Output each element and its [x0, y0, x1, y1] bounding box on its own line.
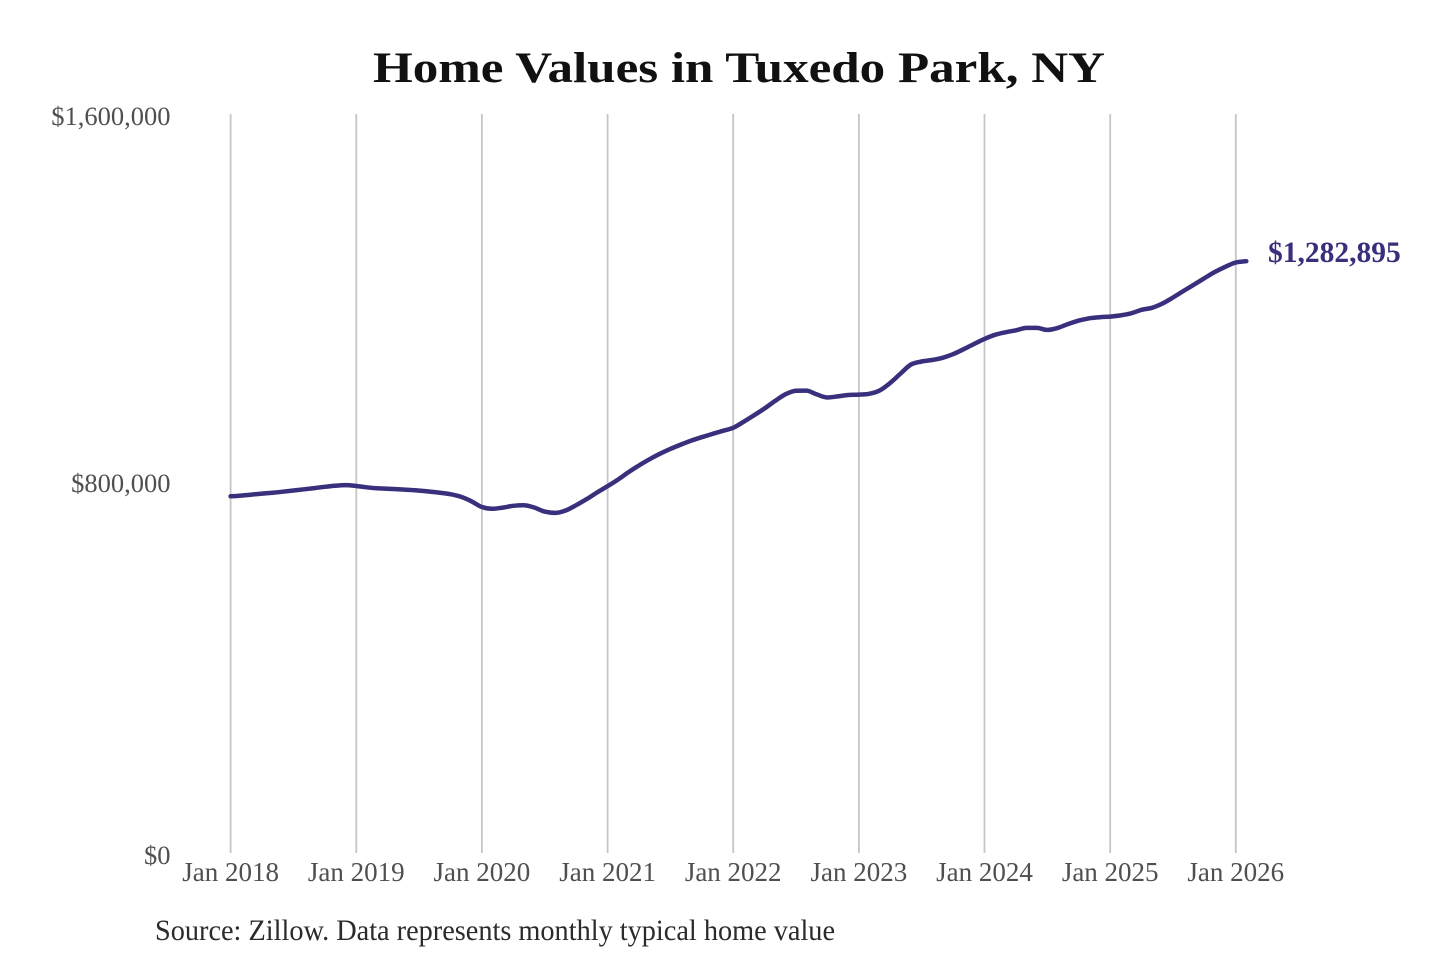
svg-text:$0: $0 — [144, 840, 171, 870]
svg-text:Jan 2022: Jan 2022 — [685, 857, 782, 887]
svg-text:Home Values in Tuxedo Park, NY: Home Values in Tuxedo Park, NY — [373, 45, 1105, 92]
svg-text:Source: Zillow. Data represent: Source: Zillow. Data represents monthly … — [155, 915, 835, 947]
svg-text:Jan 2020: Jan 2020 — [434, 857, 531, 887]
svg-text:Jan 2021: Jan 2021 — [559, 857, 656, 887]
svg-text:Jan 2019: Jan 2019 — [308, 857, 405, 887]
svg-text:$800,000: $800,000 — [71, 468, 170, 498]
svg-text:$1,282,895: $1,282,895 — [1268, 237, 1401, 269]
svg-text:Jan 2025: Jan 2025 — [1062, 857, 1159, 887]
svg-text:Jan 2023: Jan 2023 — [811, 857, 908, 887]
svg-text:Jan 2026: Jan 2026 — [1187, 857, 1284, 887]
svg-text:$1,600,000: $1,600,000 — [51, 101, 170, 131]
svg-text:Jan 2024: Jan 2024 — [936, 857, 1033, 887]
svg-text:Jan 2018: Jan 2018 — [182, 857, 279, 887]
